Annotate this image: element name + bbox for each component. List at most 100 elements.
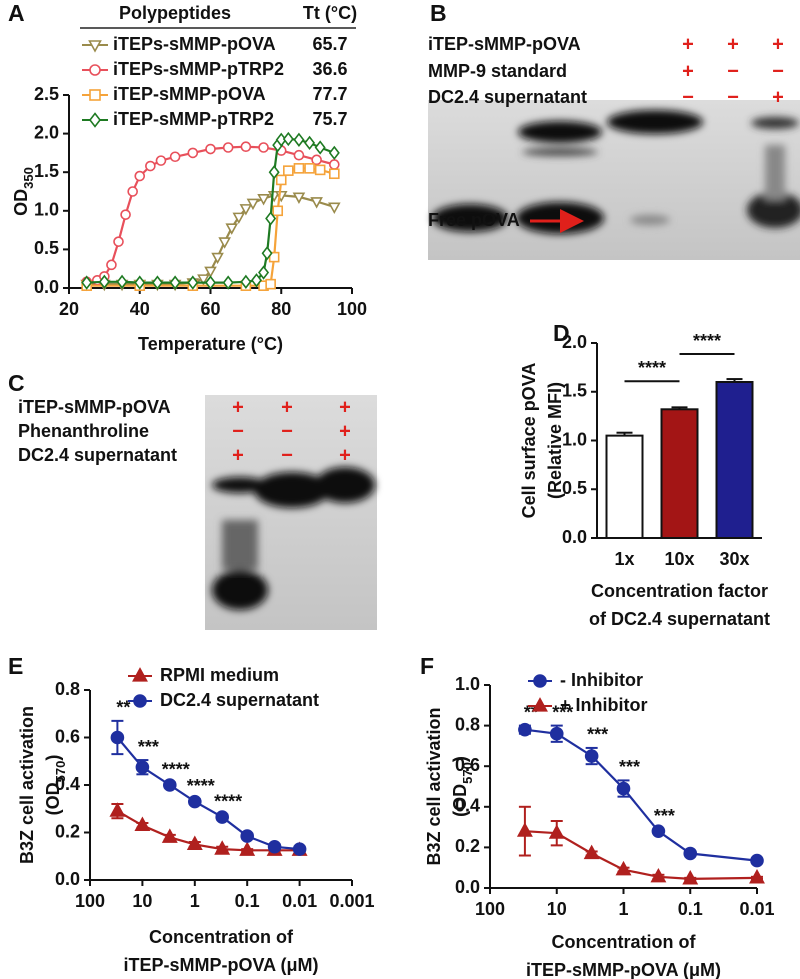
marker	[204, 266, 217, 279]
lane-sign: +	[281, 396, 293, 418]
significance-label: ***	[654, 806, 675, 826]
series-line	[524, 728, 758, 862]
marker	[650, 867, 667, 883]
marker	[205, 143, 216, 155]
lane-sign: +	[682, 33, 694, 55]
label-text: (OD	[43, 782, 63, 815]
marker	[89, 89, 101, 101]
label-text: )	[43, 755, 63, 761]
x-axis-label: Concentration factor	[591, 581, 768, 601]
panel-label: E	[8, 653, 23, 679]
marker	[616, 781, 631, 796]
row-label: Phenanthroline	[18, 421, 149, 441]
marker	[258, 142, 269, 153]
marker	[328, 202, 341, 215]
legend-label: + Inhibitor	[560, 695, 648, 715]
y-axis-label: (Relative MFI)	[545, 382, 565, 499]
x-axis-label: iTEP-sMMP-pOVA (μM)	[526, 960, 721, 979]
marker	[265, 211, 277, 226]
legend-label: RPMI medium	[160, 665, 279, 685]
marker	[329, 159, 340, 170]
significance-label: ****	[214, 791, 242, 811]
y-tick-label: 0.5	[562, 478, 587, 498]
x-tick-label: 0.01	[282, 891, 317, 911]
legend-header: Tt (°C)	[303, 3, 357, 23]
marker	[187, 147, 199, 159]
lane-sign: −	[727, 86, 739, 108]
x-tick-label: 80	[271, 299, 291, 319]
significance-label: ****	[693, 331, 721, 351]
lane-sign: +	[232, 396, 244, 418]
x-tick-label: 0.01	[739, 899, 774, 919]
gel-bands	[212, 467, 375, 610]
x-tick-label: 10	[132, 891, 152, 911]
marker	[261, 246, 273, 261]
significance-label: ***	[138, 737, 159, 757]
marker	[186, 835, 203, 850]
row-label: MMP-9 standard	[428, 61, 567, 81]
marker	[232, 212, 246, 225]
bar	[660, 408, 699, 539]
marker	[239, 841, 256, 856]
marker	[749, 868, 765, 884]
marker	[127, 186, 138, 197]
lane-sign: +	[772, 86, 784, 108]
marker	[145, 160, 156, 172]
marker	[222, 142, 234, 153]
y-tick-label: 0.4	[455, 796, 480, 816]
label-subscript: 570	[53, 761, 68, 783]
y-axis-label: OD350	[11, 167, 36, 216]
marker	[549, 726, 564, 741]
y-axis-label: (OD570)	[43, 755, 68, 816]
legend-label: - Inhibitor	[560, 670, 643, 690]
y-tick-label: 2.0	[562, 332, 587, 352]
y-tick-label: 0.2	[455, 836, 480, 856]
x-tick-label: 100	[337, 299, 367, 319]
marker	[283, 165, 294, 176]
marker	[683, 846, 698, 861]
marker	[134, 816, 151, 831]
x-tick-label: 10x	[664, 549, 694, 569]
marker	[155, 155, 167, 166]
marker	[292, 192, 306, 204]
legend-value: 65.7	[312, 34, 347, 54]
marker	[750, 853, 764, 868]
error-bar	[616, 431, 633, 436]
x-tick-label: 1	[618, 899, 628, 919]
band	[630, 215, 670, 225]
bar	[715, 381, 754, 539]
x-tick-label: 0.1	[678, 899, 703, 919]
significance-label: ***	[619, 757, 640, 777]
row-label: iTEP-sMMP-pOVA	[428, 34, 581, 54]
marker	[215, 810, 229, 824]
y-tick-label: 2.0	[34, 122, 59, 142]
x-tick-label: 40	[130, 299, 150, 319]
marker	[116, 274, 128, 289]
x-axis-label: of DC2.4 supernatant	[589, 609, 770, 629]
marker	[548, 824, 565, 839]
marker	[304, 135, 316, 151]
panel-label: F	[420, 653, 434, 679]
marker	[162, 778, 177, 792]
band	[518, 121, 602, 143]
y-tick-label: 0.8	[455, 714, 480, 734]
label-text: OD	[11, 189, 31, 216]
band	[522, 148, 598, 156]
y-tick-label: 1.5	[562, 381, 587, 401]
marker	[113, 236, 124, 247]
lane-sign: +	[339, 396, 351, 418]
marker	[533, 674, 547, 688]
error-bar	[671, 406, 688, 410]
y-tick-label: 0.0	[455, 877, 480, 897]
marker	[187, 275, 199, 290]
marker	[304, 163, 315, 174]
panel-label: D	[553, 320, 570, 346]
label-subscript: 570	[460, 762, 475, 784]
y-axis-label: B3Z cell activation	[424, 707, 444, 865]
marker	[134, 170, 146, 182]
marker	[218, 237, 231, 249]
legend-label: iTEPs-sMMP-pOVA	[113, 34, 276, 54]
legend-header: Polypeptides	[119, 3, 231, 23]
marker	[275, 174, 287, 186]
